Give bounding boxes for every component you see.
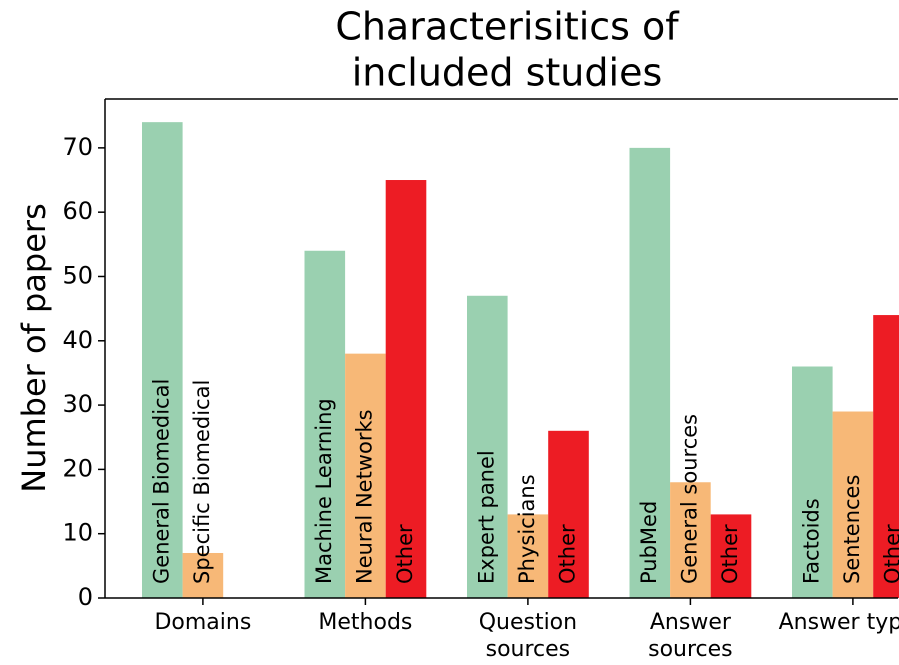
bar	[548, 430, 589, 598]
bar	[345, 353, 386, 598]
chart-title: included studies	[352, 51, 663, 95]
bar	[385, 180, 427, 598]
bar-label: Other	[556, 524, 580, 584]
bar	[507, 514, 549, 598]
y-axis-label: Number of papers	[15, 203, 53, 492]
y-tick-label: 50	[62, 261, 93, 289]
bar	[304, 250, 346, 598]
bar	[832, 411, 874, 598]
bar	[467, 295, 508, 598]
y-tick-label: 0	[78, 583, 93, 611]
x-tick-label: Question	[479, 610, 577, 635]
x-tick-label: Answer	[650, 610, 732, 635]
bar-label: Specific Biomedical	[190, 380, 214, 584]
x-tick-label: Domains	[154, 610, 251, 635]
bar-label: Sentences	[840, 475, 864, 584]
bar-label: Other	[881, 524, 899, 584]
bars	[142, 122, 899, 599]
x-tick-label: sources	[486, 637, 571, 662]
bar	[710, 514, 752, 598]
bar	[182, 552, 224, 598]
bar-label: PubMed	[637, 501, 661, 584]
bar	[142, 122, 183, 599]
bar	[670, 482, 711, 598]
x-tick-label: sources	[648, 637, 733, 662]
bar-label: Other	[393, 524, 417, 584]
bar-label: Factoids	[799, 498, 823, 584]
bar-label: Neural Networks	[352, 409, 376, 584]
bar-label: Other	[718, 524, 742, 584]
bar	[792, 366, 833, 598]
y-tick-label: 70	[62, 133, 93, 161]
y-tick-label: 40	[62, 326, 93, 354]
y-tick-label: 20	[62, 454, 93, 482]
bar-label: Expert panel	[474, 450, 498, 584]
bar-label: Physicians	[515, 474, 539, 584]
y-tick-label: 60	[62, 197, 93, 225]
bar-label: General Biomedical	[149, 379, 173, 584]
bar	[629, 147, 671, 598]
y-tick-label: 10	[62, 519, 93, 547]
bar	[873, 315, 899, 598]
y-tick-label: 30	[62, 390, 93, 418]
bar-label: General sources	[677, 414, 701, 584]
chart-title: Characterisitics of	[335, 5, 680, 49]
x-tick-label: Answer types	[779, 610, 899, 635]
x-tick-label: Methods	[318, 610, 412, 635]
bar-label: Machine Learning	[312, 398, 336, 584]
